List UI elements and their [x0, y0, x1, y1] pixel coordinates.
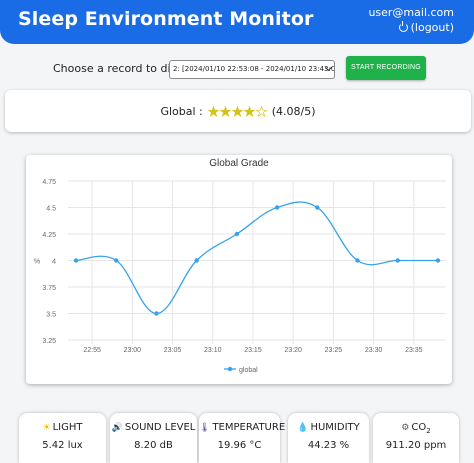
star-icon	[207, 105, 219, 117]
x-tick-label: 23:35	[405, 347, 423, 354]
logout-label: (logout)	[410, 21, 454, 34]
star-icon	[255, 105, 267, 117]
data-point	[395, 258, 400, 263]
sensor-label-text: TEMPERATURE	[212, 422, 286, 433]
sensor-label-text: LIGHT	[52, 422, 83, 433]
start-recording-button[interactable]: START RECORDING	[346, 56, 426, 80]
x-tick-label: 23:25	[325, 347, 343, 354]
data-point	[114, 258, 119, 263]
sensor-label-humidity: 💧 HUMIDITY	[288, 422, 369, 433]
user-email: user@mail.com	[368, 6, 454, 19]
global-grade-chart: Global Grade 3.25 3.5 3.75 4 4.25 4.5 4.75% 22:5…	[26, 155, 452, 384]
data-point	[154, 311, 159, 316]
x-tick-label: 23:10	[204, 347, 222, 354]
y-tick-label: 4	[52, 259, 56, 266]
sensor-label-light: ☀ LIGHT	[19, 422, 106, 433]
star-icon	[219, 105, 231, 117]
sensor-card-light: ☀ LIGHT 5.42 lux	[19, 413, 106, 463]
star-rating	[207, 105, 267, 117]
app-header: Sleep Environment Monitor user@mail.com …	[0, 0, 474, 44]
thermometer-icon: 🌡	[199, 423, 211, 433]
logout-link[interactable]: (logout)	[368, 21, 454, 34]
speaker-icon: 🔊	[111, 423, 123, 433]
global-label: Global :	[160, 104, 203, 118]
sensor-value-sound: 8.20 dB	[134, 440, 173, 451]
sensor-card-sound: 🔊 SOUND LEVEL 8.20 dB	[110, 413, 197, 463]
data-point	[73, 258, 79, 263]
star-icon	[231, 105, 243, 117]
legend-marker	[227, 366, 233, 372]
sensor-label-sound: 🔊 SOUND LEVEL	[110, 422, 197, 433]
droplet-icon: 💧	[297, 423, 309, 433]
page-title: Sleep Environment Monitor	[18, 8, 314, 30]
x-tick-label: 23:15	[244, 347, 262, 354]
global-grade-card: Global : (4.08/5)	[5, 90, 471, 132]
x-tick-label: 23:05	[164, 347, 182, 354]
global-rating-text: (4.08/5)	[271, 104, 316, 118]
data-point	[315, 205, 320, 210]
chart-svg: Global Grade 3.25 3.5 3.75 4 4.25 4.5 4.75% 22:5…	[34, 158, 446, 374]
x-tick-label: 23:00	[124, 347, 142, 354]
chart-title: Global Grade	[209, 158, 269, 169]
y-tick-label: 3.75	[42, 285, 56, 292]
data-point	[435, 258, 441, 263]
sensor-label-temperature: 🌡 TEMPERATURE	[199, 422, 285, 433]
sensor-card-temperature: 🌡 TEMPERATURE 19.96 °C	[199, 413, 285, 463]
y-tick-label: 3.25	[42, 338, 56, 345]
x-tick-label: 22:55	[83, 347, 101, 354]
record-chooser: Choose a record to display: 2: [2024/01/…	[0, 56, 474, 82]
data-point	[355, 258, 360, 263]
user-menu: user@mail.com (logout)	[368, 6, 454, 34]
sensor-label-text: CO	[411, 422, 427, 433]
data-point	[194, 258, 199, 263]
sensor-label-text: SOUND LEVEL	[124, 422, 196, 433]
sun-icon: ☀	[42, 423, 51, 433]
star-icon	[243, 105, 255, 117]
y-axis-label: %	[34, 259, 40, 266]
legend-label: global	[239, 367, 258, 374]
sensor-card-humidity: 💧 HUMIDITY 44.23 %	[288, 413, 369, 463]
sensor-label-subscript: 2	[426, 427, 431, 435]
y-tick-label: 4.75	[42, 179, 56, 186]
data-point	[234, 231, 240, 237]
y-tick-label: 4.5	[46, 206, 56, 213]
power-icon	[398, 21, 408, 32]
record-label: Choose a record to display:	[53, 62, 203, 75]
sensor-value-light: 5.42 lux	[42, 440, 83, 451]
x-tick-label: 23:30	[365, 347, 383, 354]
y-tick-label: 4.25	[42, 232, 56, 239]
data-point	[274, 205, 280, 210]
series-line-global	[75, 201, 438, 315]
record-select[interactable]: 2: [2024/01/10 22:53:08 - 2024/01/10 23:…	[169, 60, 335, 79]
sensor-label-text: HUMIDITY	[310, 422, 360, 433]
sensor-value-temperature: 19.96 °C	[217, 440, 262, 451]
gear-icon: ⚙	[401, 423, 410, 433]
sensor-value-co2: 911.20 ppm	[385, 440, 447, 451]
sensor-value-humidity: 44.23 %	[307, 440, 350, 451]
x-tick-label: 23:20	[284, 347, 302, 354]
sensor-label-co2: ⚙ CO2	[373, 422, 459, 435]
sensor-card-co2: ⚙ CO2 911.20 ppm	[373, 413, 459, 463]
y-tick-label: 3.5	[46, 312, 56, 319]
record-select-value: 2: [2024/01/10 22:53:08 - 2024/01/10 23:…	[173, 65, 335, 73]
